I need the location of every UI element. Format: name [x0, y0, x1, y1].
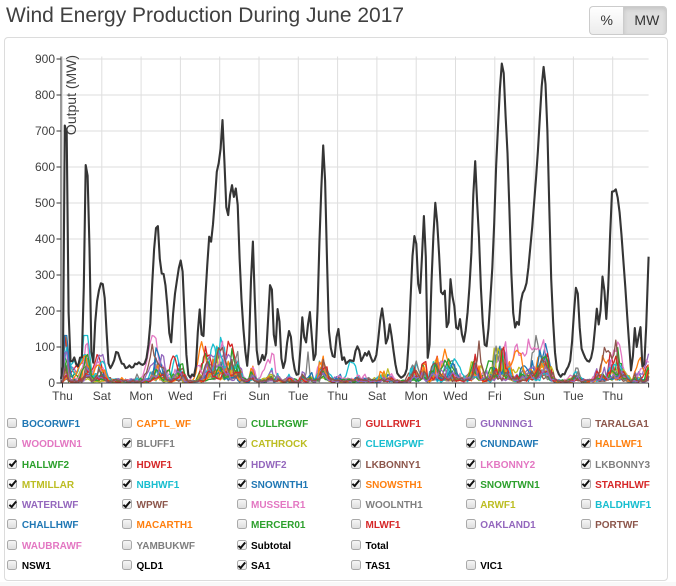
svg-text:0: 0 [48, 376, 55, 390]
svg-text:300: 300 [35, 268, 55, 282]
svg-text:700: 700 [35, 124, 55, 138]
svg-text:900: 900 [35, 52, 55, 66]
svg-text:100: 100 [35, 340, 55, 354]
svg-text:Fri: Fri [213, 389, 227, 403]
svg-text:500: 500 [35, 196, 55, 210]
svg-text:Sun: Sun [248, 389, 269, 403]
svg-text:400: 400 [35, 232, 55, 246]
svg-text:Tue: Tue [563, 389, 584, 403]
svg-text:Thu: Thu [602, 389, 623, 403]
svg-text:Sun: Sun [523, 389, 544, 403]
svg-text:Thu: Thu [327, 389, 348, 403]
svg-text:800: 800 [35, 88, 55, 102]
svg-text:200: 200 [35, 304, 55, 318]
svg-text:Mon: Mon [129, 389, 152, 403]
svg-text:Wed: Wed [443, 389, 467, 403]
svg-text:600: 600 [35, 160, 55, 174]
svg-text:Wed: Wed [168, 389, 192, 403]
svg-text:Sat: Sat [93, 389, 112, 403]
svg-text:Output (MW): Output (MW) [63, 55, 79, 135]
svg-text:Sat: Sat [368, 389, 387, 403]
svg-text:Fri: Fri [488, 389, 502, 403]
svg-text:Mon: Mon [405, 389, 428, 403]
svg-text:Thu: Thu [52, 389, 73, 403]
svg-text:Tue: Tue [288, 389, 309, 403]
